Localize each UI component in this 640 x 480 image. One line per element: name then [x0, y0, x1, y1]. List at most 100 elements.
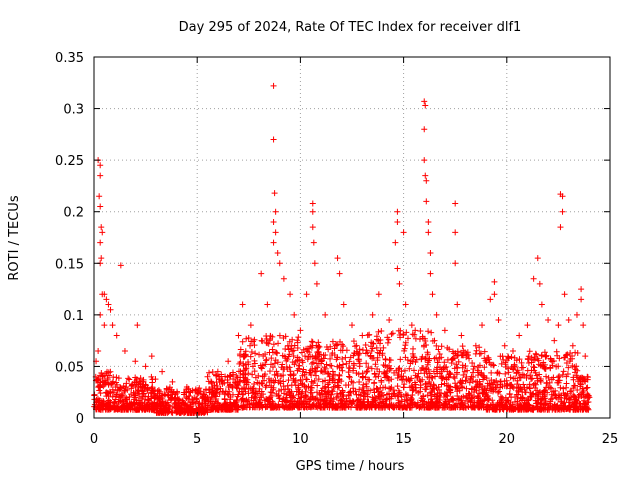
data-point — [422, 172, 429, 179]
data-point — [232, 382, 239, 389]
data-point — [280, 335, 287, 342]
data-point — [549, 362, 556, 369]
data-point — [312, 365, 319, 372]
data-point — [433, 311, 440, 318]
data-point — [125, 375, 132, 382]
data-point — [368, 348, 375, 355]
data-point — [240, 371, 247, 378]
data-point — [115, 398, 122, 405]
data-point — [199, 409, 206, 416]
data-point — [348, 399, 355, 406]
data-point — [105, 405, 112, 412]
data-point — [266, 401, 273, 408]
data-point — [375, 337, 382, 344]
data-point — [370, 354, 377, 361]
data-point — [109, 322, 116, 329]
data-point — [152, 376, 159, 383]
data-point — [334, 255, 341, 262]
data-point — [101, 322, 108, 329]
data-point — [118, 392, 125, 399]
data-point — [126, 401, 133, 408]
data-point — [550, 388, 557, 395]
data-point — [205, 406, 212, 413]
data-point — [527, 393, 534, 400]
data-point — [375, 291, 382, 298]
data-points — [91, 82, 593, 416]
data-point — [387, 357, 394, 364]
data-point — [520, 381, 527, 388]
data-point — [252, 350, 259, 357]
data-point — [395, 397, 402, 404]
data-point — [375, 373, 382, 380]
data-point — [279, 361, 286, 368]
data-point — [300, 346, 307, 353]
data-point — [431, 401, 438, 408]
data-point — [581, 397, 588, 404]
data-point — [521, 372, 528, 379]
data-point — [289, 336, 296, 343]
data-point — [245, 361, 252, 368]
data-point — [475, 372, 482, 379]
data-point — [403, 329, 410, 336]
data-point — [308, 371, 315, 378]
data-point — [97, 162, 104, 169]
data-point — [209, 368, 216, 375]
data-point — [345, 391, 352, 398]
data-point — [550, 374, 557, 381]
data-point — [423, 198, 430, 205]
data-point — [155, 394, 162, 401]
data-point — [237, 359, 244, 366]
data-point — [139, 388, 146, 395]
data-point — [136, 378, 143, 385]
data-point — [265, 398, 272, 405]
data-point — [159, 368, 166, 375]
data-point — [350, 352, 357, 359]
data-point — [339, 404, 346, 411]
data-point — [458, 332, 465, 339]
data-point — [261, 377, 268, 384]
data-point — [319, 390, 326, 397]
data-point — [456, 396, 463, 403]
data-point — [425, 229, 432, 236]
data-point — [404, 335, 411, 342]
data-point — [251, 381, 258, 388]
data-point — [288, 388, 295, 395]
data-point — [573, 396, 580, 403]
data-point — [340, 301, 347, 308]
data-point — [479, 322, 486, 329]
data-point — [227, 405, 234, 412]
data-point — [497, 353, 504, 360]
data-point — [410, 367, 417, 374]
data-point — [478, 369, 485, 376]
data-point — [146, 405, 153, 412]
data-point — [108, 381, 115, 388]
data-point — [526, 348, 533, 355]
data-point — [507, 374, 514, 381]
data-point — [490, 362, 497, 369]
data-point — [543, 373, 550, 380]
data-point — [577, 374, 584, 381]
data-point — [562, 403, 569, 410]
data-point — [360, 387, 367, 394]
data-point — [573, 372, 580, 379]
data-point — [280, 390, 287, 397]
data-point — [421, 126, 428, 133]
data-point — [241, 367, 248, 374]
data-point — [235, 368, 242, 375]
data-point — [241, 353, 248, 360]
data-point — [568, 388, 575, 395]
data-point — [107, 389, 114, 396]
data-point — [171, 395, 178, 402]
data-point — [301, 353, 308, 360]
data-point — [394, 383, 401, 390]
data-point — [177, 408, 184, 415]
data-point — [294, 344, 301, 351]
data-point — [555, 395, 562, 402]
data-point — [505, 398, 512, 405]
data-point — [343, 398, 350, 405]
data-point — [172, 404, 179, 411]
data-point — [334, 363, 341, 370]
data-point — [569, 342, 576, 349]
data-point — [329, 388, 336, 395]
data-point — [322, 377, 329, 384]
